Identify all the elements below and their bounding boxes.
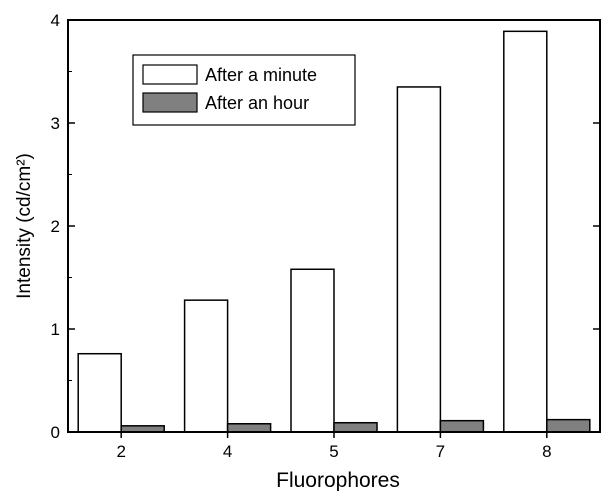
legend: After a minute After an hour (132, 54, 356, 126)
y-tick-label: 3 (51, 114, 60, 133)
y-tick-label: 0 (51, 423, 60, 442)
legend-swatch-after-a-minute (142, 64, 198, 85)
bars-group (77, 30, 591, 433)
x-tick-label: 7 (436, 442, 445, 461)
bar-after-an-hour-4 (226, 423, 272, 433)
y-tick-label: 1 (51, 320, 60, 339)
bar-after-a-minute-5 (290, 268, 335, 433)
bar-after-a-minute-7 (396, 86, 442, 433)
y-axis-label: Intensity (cd/cm²) (14, 153, 35, 299)
x-tick-label: 4 (223, 442, 232, 461)
x-tick-label: 2 (116, 442, 125, 461)
bar-after-a-minute-4 (183, 299, 229, 433)
legend-label-after-a-minute: After a minute (205, 65, 317, 85)
x-axis-label: Fluorophores (276, 469, 400, 491)
legend-label-after-an-hour: After an hour (205, 93, 309, 113)
x-tick-label: 8 (542, 442, 551, 461)
bar-after-an-hour-8 (546, 418, 591, 433)
legend-swatch-after-an-hour (142, 92, 198, 113)
bar-after-a-minute-2 (77, 352, 122, 433)
y-tick-label: 4 (51, 11, 60, 30)
x-tick-label: 5 (329, 442, 338, 461)
bar-after-an-hour-5 (333, 421, 378, 433)
x-axis-ticks: 2 4 5 7 8 (116, 432, 552, 461)
y-tick-label: 2 (51, 217, 60, 236)
bar-after-a-minute-8 (503, 30, 548, 433)
bar-after-an-hour-7 (439, 419, 485, 433)
y-axis-ticks: 0 1 2 3 4 (51, 11, 600, 442)
